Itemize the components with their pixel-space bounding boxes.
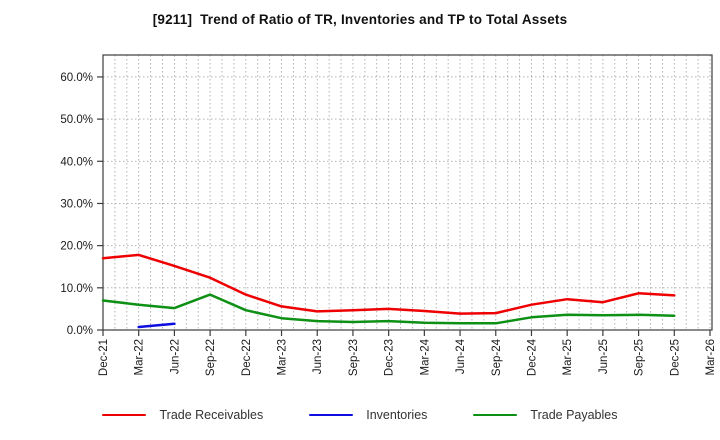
x-tick-label: Jun-25 <box>598 339 610 374</box>
x-tick-label: Sep-24 <box>491 338 503 376</box>
legend-item-trade-payables: Trade Payables <box>473 408 618 422</box>
x-tick-label: Sep-25 <box>634 339 646 376</box>
y-tick-label: 30.0% <box>60 198 93 210</box>
legend-label: Inventories <box>366 408 428 422</box>
x-tick-label: Mar-26 <box>705 339 717 375</box>
y-tick-label: 40.0% <box>60 156 93 168</box>
x-tick-label: Mar-23 <box>277 339 289 375</box>
y-tick-label: 20.0% <box>60 241 93 253</box>
legend-label: Trade Receivables <box>159 408 264 422</box>
x-tick-label: Dec-25 <box>669 339 681 376</box>
legend: Trade Receivables Inventories Trade Paya… <box>0 402 720 428</box>
x-tick-label: Mar-22 <box>134 339 146 375</box>
x-tick-label: Mar-24 <box>419 338 431 375</box>
x-tick-label: Jun-24 <box>455 338 467 374</box>
x-tick-label: Jun-23 <box>312 339 324 374</box>
x-tick-label: Sep-22 <box>205 339 217 376</box>
series-line-inventories <box>137 322 176 329</box>
x-tick-label: Dec-21 <box>98 339 110 376</box>
inventories-line-swatch <box>309 413 354 417</box>
plot-border <box>102 54 713 331</box>
x-tick-label: Dec-22 <box>241 339 253 376</box>
x-tick-label: Dec-23 <box>384 339 396 376</box>
y-tick-label: 10.0% <box>60 283 93 295</box>
series-line-trade-receivables <box>101 253 676 315</box>
legend-item-trade-receivables: Trade Receivables <box>102 408 263 422</box>
x-tick-label: Mar-25 <box>562 339 574 375</box>
y-tick-label: 60.0% <box>60 72 93 84</box>
trade-payables-line-swatch <box>473 413 518 417</box>
y-tick-label: 0.0% <box>67 325 93 337</box>
x-tick-label: Jun-22 <box>169 339 181 374</box>
x-tick-label: Sep-23 <box>348 339 360 376</box>
y-tick-label: 50.0% <box>60 114 93 126</box>
x-tick-label: Dec-24 <box>526 338 538 376</box>
series-line-trade-payables <box>101 293 676 325</box>
legend-label: Trade Payables <box>530 408 618 422</box>
trade-receivables-line-swatch <box>102 413 147 417</box>
legend-item-inventories: Inventories <box>309 408 427 422</box>
chart-title: [9211] Trend of Ratio of TR, Inventories… <box>152 12 568 27</box>
